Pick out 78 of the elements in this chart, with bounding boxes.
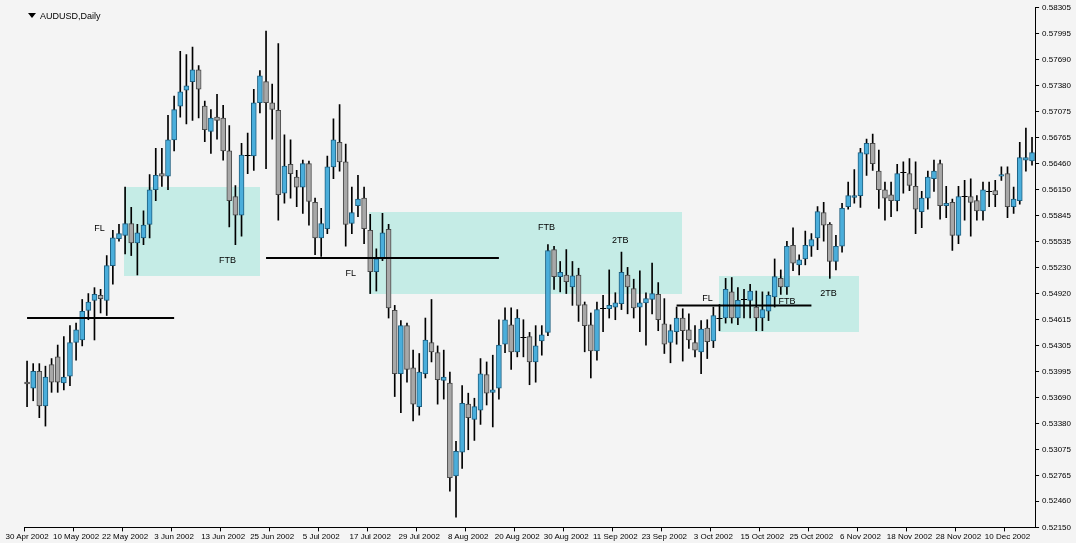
x-tick-label: 23 Sep 2002 (641, 532, 688, 542)
candlestick (489, 354, 496, 428)
y-tick-label: 0.53380 (1042, 418, 1072, 428)
candlestick (355, 175, 361, 218)
y-tick-label: 0.57690 (1042, 54, 1072, 64)
y-tick-label: 0.52150 (1042, 522, 1072, 532)
candlestick (214, 94, 220, 140)
x-tick-label: 30 Aug 2002 (543, 532, 590, 542)
candlestick (465, 392, 472, 451)
annotation: 2TB (820, 287, 837, 298)
x-tick-label: 25 Jun 2002 (250, 532, 295, 542)
x-tick-label: 25 Oct 2002 (789, 532, 834, 542)
candlestick (349, 186, 355, 234)
y-tick-label: 0.56460 (1042, 158, 1072, 168)
y-tick-label: 0.56765 (1042, 133, 1072, 143)
x-tick-label: 30 Apr 2002 (5, 532, 50, 542)
candlestick (440, 349, 447, 400)
x-tick-label: 20 Aug 2002 (494, 532, 541, 542)
candlestick (177, 50, 184, 118)
y-tick-label: 0.58305 (1042, 3, 1072, 12)
x-tick-label: 22 May 2002 (101, 532, 149, 542)
y-tick-label: 0.52765 (1042, 470, 1072, 480)
y-tick-label: 0.57075 (1042, 106, 1072, 116)
y-tick-label: 0.57995 (1042, 29, 1072, 39)
y-tick-label: 0.54920 (1042, 288, 1072, 298)
x-tick-label: 6 Nov 2002 (839, 532, 882, 542)
y-tick-label: 0.53690 (1042, 392, 1072, 402)
x-tick-label: 28 Nov 2002 (935, 532, 982, 542)
x-tick-label: 29 Jul 2002 (398, 532, 441, 542)
candlestick (269, 83, 276, 140)
y-tick-label: 0.56150 (1042, 184, 1072, 194)
candlestick (1023, 127, 1029, 172)
candlestick (643, 292, 649, 346)
y-tick-label: 0.52460 (1042, 496, 1072, 506)
x-tick-label: 3 Oct 2002 (693, 532, 734, 542)
y-tick-label: 0.53075 (1042, 444, 1072, 454)
candlestick (985, 181, 993, 207)
candlestick (557, 261, 564, 293)
candlestick (649, 262, 655, 315)
x-tick-label: 8 Aug 2002 (448, 532, 490, 542)
y-tick-label: 0.55845 (1042, 210, 1072, 220)
annotation: FL (94, 223, 105, 234)
y-tick-label: 0.54615 (1042, 314, 1072, 324)
x-tick-label: 5 Jul 2002 (302, 532, 341, 542)
y-tick-label: 0.55230 (1042, 262, 1072, 272)
candlestick (159, 148, 165, 187)
y-tick-label: 0.53995 (1042, 366, 1072, 376)
candlestick (563, 249, 570, 294)
annotation: FTB (538, 222, 555, 233)
x-tick-label: 10 Dec 2002 (984, 532, 1031, 542)
x-tick-label: 13 Jun 2002 (201, 532, 246, 542)
y-tick-label: 0.57380 (1042, 81, 1072, 91)
annotation: 2TB (611, 234, 629, 245)
candlestick (931, 159, 937, 192)
x-tick-label: 15 Oct 2002 (740, 532, 785, 542)
annotation: FL (345, 267, 356, 278)
candlestick (943, 186, 950, 218)
annotation: FTB (219, 254, 237, 265)
x-tick-label: 18 Nov 2002 (886, 532, 933, 542)
candlestick (263, 30, 269, 169)
candlestick (967, 178, 974, 237)
candlestick (882, 181, 888, 221)
y-tick-label: 0.55535 (1042, 236, 1072, 246)
x-tick-label: 17 Jul 2002 (349, 532, 392, 542)
candlestick (538, 325, 545, 356)
candlestick (888, 181, 894, 218)
x-tick-label: 11 Sep 2002 (592, 532, 639, 542)
candlestick (679, 308, 686, 362)
x-tick-label: 3 Jun 2002 (154, 532, 195, 542)
candlestick (692, 325, 698, 358)
y-tick-label: 0.54305 (1042, 340, 1072, 350)
candlestick (122, 186, 128, 255)
candlestick (599, 294, 607, 332)
candlestick (61, 336, 67, 391)
x-tick-label: 10 May 2002 (52, 532, 100, 542)
annotation: FTB (778, 295, 796, 306)
chart-title: AUDUSD,Daily (40, 10, 101, 21)
annotation: FL (702, 292, 713, 303)
